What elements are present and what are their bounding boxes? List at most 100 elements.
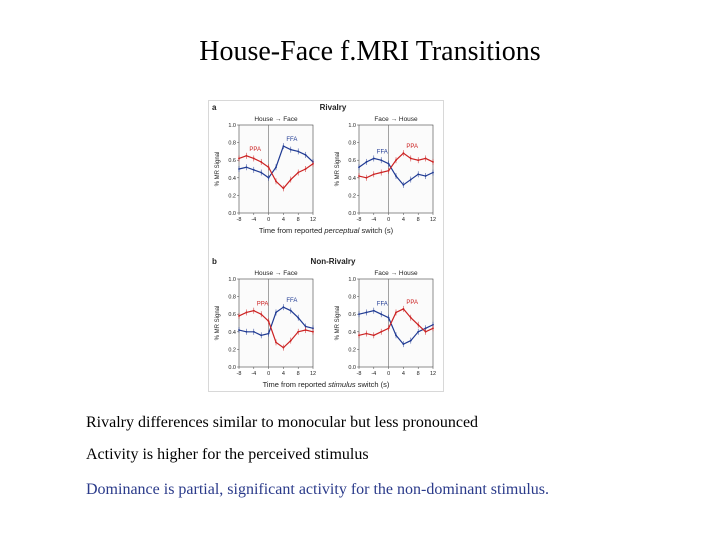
chart-2-ppa-point [372, 173, 375, 176]
chart-3-ppa-point [245, 311, 248, 314]
chart-4-ytick-label: 0.0 [348, 365, 356, 371]
chart-2-ffa-point [380, 159, 383, 162]
chart-2-ffa-point [432, 171, 434, 174]
chart-2-ppa-point [417, 159, 420, 162]
chart-2-ppa-point [365, 176, 368, 179]
chart-4-ppa-point [432, 327, 434, 330]
chart-3-ppa-point [275, 341, 277, 344]
bullet-rivalry-differences: Rivalry differences similar to monocular… [86, 414, 479, 431]
chart-4-ppa-point [365, 332, 368, 335]
chart-3-ffa-point [304, 325, 307, 328]
chart-1-ffa-point [238, 168, 240, 170]
chart-4-ytick-label: 0.2 [348, 347, 356, 353]
chart-2-ylabel: % MR Signal [335, 152, 341, 187]
chart-1-ppa-point [260, 161, 263, 163]
chart-3-ytick-label: 0.6 [228, 312, 236, 318]
chart-1-xtick-label: 12 [310, 217, 316, 223]
chart-2-ffa-point [417, 173, 420, 176]
bullet-partial-dominance: Dominance is partial, significant activi… [86, 481, 550, 498]
chart-2-xtick-label: -8 [357, 217, 362, 223]
chart-2-xtick-label: 0 [387, 217, 390, 223]
chart-1-ytick-label: 1.0 [228, 123, 236, 129]
chart-1-ytick-label: 0.2 [228, 193, 236, 199]
chart-2-ytick-label: 0.4 [348, 176, 356, 182]
chart-2-ppa-point [358, 175, 360, 177]
chart-3-ppa-point [289, 339, 292, 342]
chart-3-ytick-label: 0.8 [228, 295, 236, 301]
chart-4-ffa-point [372, 309, 375, 312]
chart-1-xtick-label: 4 [282, 217, 285, 223]
chart-1-ytick-label: 0.8 [228, 141, 236, 147]
chart-2-ppa-point [387, 169, 390, 172]
chart-4-xtick-label: -8 [357, 371, 362, 377]
chart-2-ytick-label: 0.6 [348, 158, 356, 164]
chart-4-ffa-point [380, 313, 383, 316]
chart-1-ffa-point [252, 168, 255, 171]
chart-1-ppa-point [238, 157, 240, 160]
chart-1-ffa-point [275, 166, 277, 169]
chart-4-ppa-point [372, 334, 375, 337]
chart-4-xtick-label: 8 [417, 371, 420, 377]
chart-1-ppa-point [252, 157, 255, 160]
chart-1-ytick-label: 0.0 [228, 211, 236, 217]
chart-3-ffa-point [312, 327, 314, 330]
chart-3-ppa-point [260, 313, 263, 316]
chart-3-plot-area [238, 278, 314, 368]
panel-a-xlabel-italic: perceptual [323, 226, 359, 235]
chart-1-ytick-label: 0.4 [228, 176, 236, 182]
chart-4-ppa-point [409, 316, 412, 319]
chart-2-ffa-point [409, 178, 412, 181]
chart-1-ytick-label: 0.6 [228, 158, 236, 164]
chart-1-ffa-point [267, 176, 270, 179]
chart-4-ffa-point [365, 311, 368, 314]
chart-3-ppa-point [304, 329, 307, 331]
chart-4-ppa-label: PPA [406, 300, 418, 306]
chart-4-ytick-label: 1.0 [348, 277, 356, 283]
chart-4-ppa-point [402, 308, 405, 310]
chart-1-ppa-point [304, 168, 307, 170]
chart-2-ppa-point [409, 157, 412, 160]
chart-4-ppa-point [387, 327, 390, 330]
chart-1-ffa-point [245, 166, 248, 169]
chart-4-ytick-label: 0.8 [348, 295, 356, 301]
panel-b-title: Non-Rivalry [311, 257, 356, 266]
chart-4-plot-area [358, 278, 434, 368]
chart-3-ppa-point [252, 309, 255, 312]
chart-3-ffa-point [245, 330, 248, 333]
chart-1-xtick-label: -8 [237, 217, 242, 223]
slide-title: House-Face f.MRI Transitions [199, 36, 541, 67]
chart-1-ppa-point [312, 162, 314, 165]
chart-2-ytick-label: 0.0 [348, 211, 356, 217]
panel-a-xlabel: Time from reported perceptual switch (s) [259, 226, 394, 235]
panel-a-letter: a [212, 103, 217, 112]
chart-4-condition-title: Face → House [374, 270, 418, 277]
chart-1-ppa-point [245, 154, 248, 157]
chart-3-xtick-label: -4 [251, 371, 256, 377]
chart-2-ytick-label: 0.2 [348, 193, 356, 199]
chart-4-ytick-label: 0.6 [348, 312, 356, 318]
chart-4-ppa-point [424, 330, 427, 333]
fmri-figure-svg: a Rivalry Time from reported perceptual … [212, 103, 436, 389]
chart-1-ppa-point [297, 171, 300, 174]
chart-1-ppa-label: PPA [249, 147, 261, 153]
chart-4-xtick-label: 12 [430, 371, 436, 377]
chart-1-ppa-point [275, 180, 277, 183]
chart-2-ffa-point [424, 175, 427, 177]
chart-2-xtick-label: -4 [371, 217, 376, 223]
chart-2-ffa-point [372, 157, 375, 160]
chart-2-ppa-point [432, 161, 434, 163]
chart-4-xtick-label: -4 [371, 371, 376, 377]
chart-2-ytick-label: 1.0 [348, 123, 356, 129]
chart-3-xtick-label: 8 [297, 371, 300, 377]
chart-2-ppa-label: PPA [406, 144, 418, 150]
chart-4-xtick-label: 4 [402, 371, 405, 377]
chart-3-ppa-point [238, 315, 240, 317]
chart-4-ppa-point [395, 311, 397, 314]
panel-b-xlabel-italic: stimulus [328, 380, 356, 389]
panel-b-letter: b [212, 257, 217, 266]
chart-1-ffa-point [304, 154, 307, 156]
chart-4-ffa-label: FFA [377, 302, 388, 308]
chart-2-ppa-point [395, 159, 397, 162]
chart-4-ffa-point [409, 339, 412, 342]
chart-4-ffa-point [358, 313, 360, 316]
